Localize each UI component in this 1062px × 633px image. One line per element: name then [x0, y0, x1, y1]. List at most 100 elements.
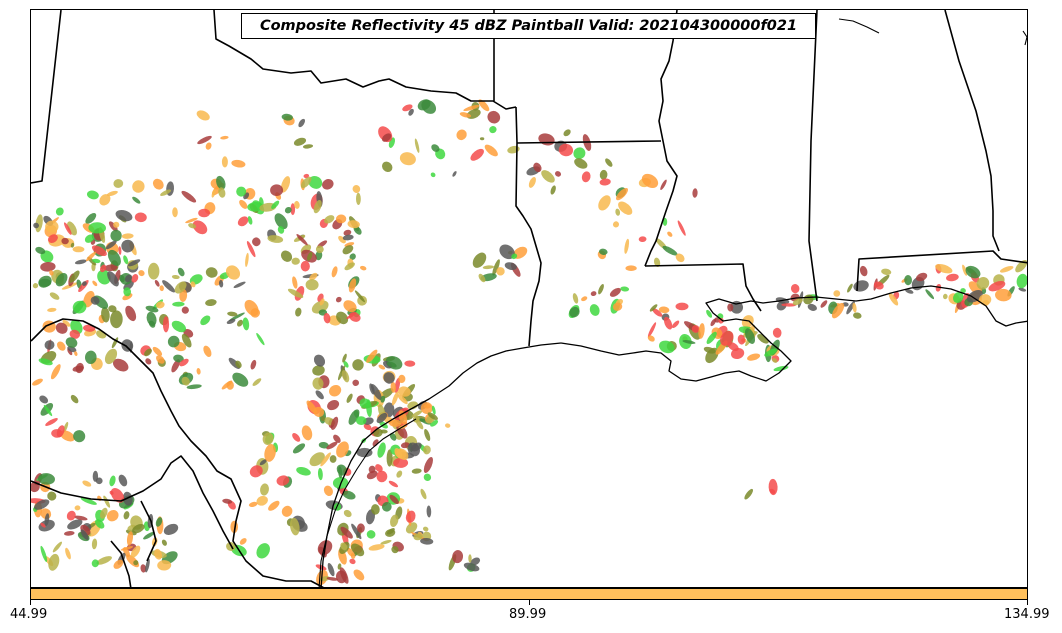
paintball-blob: [152, 346, 163, 356]
paintball-blob: [318, 441, 329, 449]
paintball-blob: [145, 305, 159, 313]
paintball-blob: [34, 499, 50, 510]
paintball-blob: [323, 313, 331, 324]
paintball-blob: [133, 560, 139, 566]
paintball-blob: [112, 358, 129, 372]
paintball-blob: [38, 473, 55, 485]
paintball-blob: [487, 110, 501, 124]
paintball-blob: [271, 200, 280, 209]
paintball-blob: [301, 425, 313, 441]
paintball-blob: [145, 358, 152, 365]
paintball-blob: [541, 170, 555, 183]
paintball-blob: [935, 283, 942, 292]
paintball-blob: [200, 315, 211, 326]
reflectivity-paintballs: [31, 99, 1027, 586]
paintball-blob: [404, 360, 416, 367]
paintball-blob: [348, 409, 360, 425]
paintball-blob: [504, 262, 517, 270]
coastline-texas: [320, 342, 562, 587]
map-canvas: [31, 10, 1027, 587]
paintball-blob: [64, 531, 75, 536]
paintball-blob: [953, 291, 964, 303]
paintball-blob: [106, 190, 118, 197]
paintball-blob: [935, 263, 953, 274]
paintball-blob: [598, 195, 611, 211]
paintball-blob: [300, 176, 312, 189]
paintball-blob: [389, 494, 399, 504]
paintball-blob: [205, 142, 212, 150]
paintball-blob: [190, 281, 196, 288]
paintball-blob: [336, 311, 349, 325]
paintball-blob: [138, 270, 145, 277]
paintball-blob: [612, 302, 623, 311]
paintball-blob: [157, 560, 172, 571]
colorbar-tick-mid: [529, 600, 530, 605]
paintball-blob: [162, 280, 176, 293]
paintball-blob: [67, 345, 77, 353]
paintball-blob: [727, 342, 739, 351]
paintball-blob: [638, 236, 647, 243]
paintball-blob: [352, 359, 364, 371]
paintball-blob: [302, 144, 314, 149]
paintball-blob: [904, 275, 913, 286]
paintball-blob: [599, 178, 611, 186]
paintball-blob: [236, 319, 244, 327]
paintball-blob: [925, 289, 935, 300]
paintball-blob: [86, 251, 96, 262]
paintball-blob: [56, 425, 65, 438]
paintball-blob: [1016, 273, 1027, 289]
paintball-blob: [134, 212, 147, 223]
paintball-blob: [317, 468, 323, 481]
paintball-blob: [618, 201, 633, 215]
paintball-blob: [262, 432, 274, 445]
paintball-blob: [264, 444, 276, 462]
paintball-blob: [309, 272, 318, 281]
paintball-blob: [999, 265, 1014, 273]
paintball-blob: [239, 538, 247, 545]
paintball-blob: [196, 368, 201, 375]
paintball-blob: [747, 353, 761, 361]
paintball-blob: [344, 242, 355, 247]
paintball-blob: [342, 353, 347, 363]
paintball-blob: [624, 238, 630, 254]
paintball-blob: [242, 317, 250, 331]
paintball-blob: [389, 432, 397, 441]
paintball-blob: [108, 305, 117, 313]
paintball-blob: [550, 185, 556, 195]
paintball-blob: [942, 293, 948, 300]
colorbar: [30, 588, 1028, 600]
paintball-blob: [463, 104, 480, 112]
paintball-blob: [144, 348, 152, 357]
paintball-blob: [995, 288, 1012, 302]
paintball-blob: [831, 302, 845, 319]
paintball-blob: [388, 480, 399, 488]
paintball-blob: [459, 112, 472, 118]
paintball-blob: [478, 273, 486, 283]
paintball-blob: [599, 248, 608, 255]
paintball-blob: [569, 306, 580, 318]
paintball-blob: [394, 448, 403, 459]
paintball-blob: [40, 261, 56, 272]
paintball-blob: [163, 523, 179, 535]
paintball-blob: [398, 374, 406, 383]
paintball-blob: [368, 465, 376, 474]
paintball-blob: [431, 405, 436, 415]
paintball-blob: [97, 495, 102, 501]
paintball-blob: [154, 279, 160, 287]
paintball-blob: [807, 303, 817, 311]
paintball-blob: [203, 345, 212, 357]
paintball-blob: [381, 161, 393, 173]
paintball-blob: [528, 176, 536, 188]
paintball-blob: [412, 415, 420, 423]
paintball-blob: [355, 416, 367, 426]
paintball-blob: [293, 137, 307, 146]
paintball-blob: [366, 530, 376, 539]
paintball-blob: [377, 442, 386, 458]
paintball-blob: [74, 351, 78, 357]
paintball-blob: [211, 189, 216, 198]
paintball-blob: [398, 410, 408, 425]
paintball-blob: [55, 322, 68, 334]
paintball-blob: [346, 393, 353, 403]
paintball-blob: [853, 312, 862, 319]
paintball-blob: [110, 488, 125, 503]
